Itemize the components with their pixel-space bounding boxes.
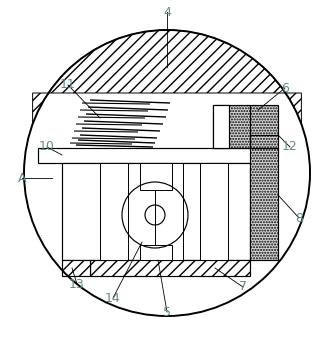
Bar <box>155 163 183 260</box>
Bar <box>250 105 278 260</box>
Bar <box>200 163 228 260</box>
Bar <box>62 260 90 276</box>
Bar <box>90 260 250 276</box>
Text: 13: 13 <box>69 277 85 291</box>
Text: 4: 4 <box>163 6 171 18</box>
Text: 11: 11 <box>60 79 76 91</box>
Bar <box>62 163 250 260</box>
Polygon shape <box>33 30 301 124</box>
Text: 12: 12 <box>282 140 298 154</box>
Text: 7: 7 <box>239 281 247 293</box>
Bar <box>38 148 272 163</box>
Bar <box>213 105 229 148</box>
Bar <box>100 163 128 260</box>
Text: 14: 14 <box>105 291 121 304</box>
Text: 10: 10 <box>39 140 55 154</box>
Bar <box>213 105 250 148</box>
Text: 6: 6 <box>281 82 289 94</box>
Bar <box>140 163 172 190</box>
Text: 8: 8 <box>295 211 303 225</box>
Text: A: A <box>18 172 26 184</box>
Bar <box>140 245 172 260</box>
Text: 5: 5 <box>163 306 171 319</box>
